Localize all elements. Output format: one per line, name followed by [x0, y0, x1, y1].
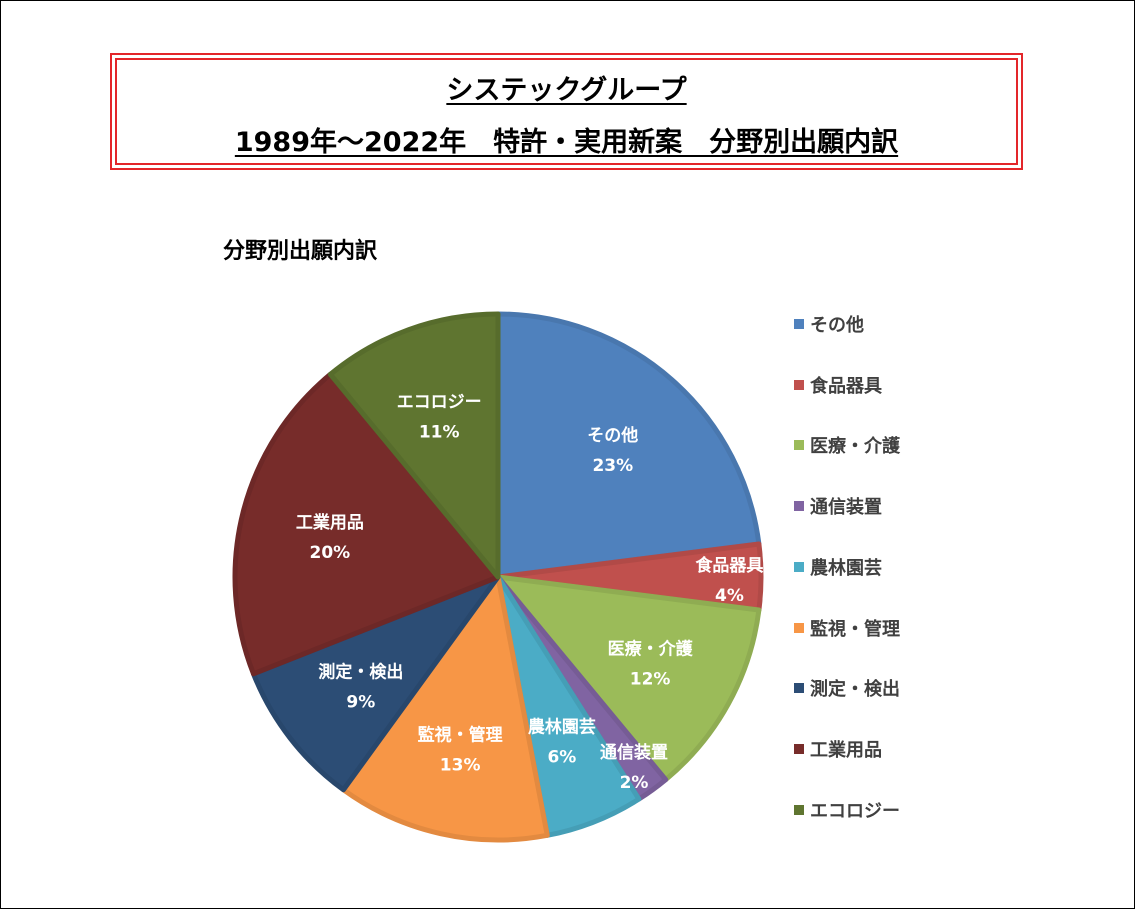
legend-item: 医療・介護: [794, 433, 900, 457]
legend-item: 工業用品: [794, 737, 882, 761]
pie-slice-2: [495, 574, 762, 783]
legend-label: 監視・管理: [810, 618, 900, 640]
legend-swatch: [794, 804, 804, 815]
slice-category-label: 農林園芸: [528, 716, 596, 737]
legend-label: エコロジー: [810, 800, 900, 822]
legend-item: 農林園芸: [794, 555, 882, 579]
slice-percent-label: 13%: [440, 755, 481, 775]
slice-percent-label: 9%: [346, 692, 375, 712]
legend-item: エコロジー: [794, 798, 900, 822]
legend-swatch: [794, 440, 804, 451]
legend-label: 工業用品: [810, 739, 882, 761]
pie-slice-0: [495, 311, 762, 580]
slice-percent-label: 2%: [620, 773, 649, 793]
legend-label: 通信装置: [810, 497, 882, 519]
chart-title: 分野別出願内訳: [223, 239, 378, 264]
slice-category-label: 監視・管理: [418, 724, 503, 745]
pie-slice-7: [232, 371, 501, 677]
legend-swatch: [794, 319, 804, 329]
slice-category-label: 工業用品: [296, 512, 364, 533]
slice-category-label: 測定・検出: [318, 661, 403, 682]
legend-item: その他: [794, 312, 864, 336]
legend-swatch: [794, 561, 804, 572]
legend-swatch: [794, 379, 804, 390]
legend-label: 食品器具: [810, 375, 882, 397]
legend-label: 測定・検出: [810, 679, 900, 701]
slice-percent-label: 12%: [630, 670, 671, 690]
legend-swatch: [794, 622, 804, 633]
pie-slice-8: [327, 311, 501, 580]
slice-percent-label: 20%: [310, 543, 351, 563]
slice-percent-label: 11%: [419, 423, 460, 443]
pie-slice-5: [340, 574, 550, 843]
legend-item: 食品器具: [794, 373, 882, 397]
legend-label: 医療・介護: [810, 436, 900, 458]
pie-slice-6: [250, 574, 501, 793]
legend-label: 農林園芸: [810, 557, 882, 579]
legend-item: 通信装置: [794, 494, 882, 518]
slice-percent-label: 6%: [547, 747, 576, 767]
header-title-box: システックグループ 1989年～2022年 特許・実用新案 分野別出願内訳: [110, 53, 1023, 170]
legend-swatch: [794, 683, 804, 694]
legend-label: その他: [810, 315, 864, 336]
legend-item: 測定・検出: [794, 676, 900, 700]
slice-category-label: 食品器具: [695, 555, 763, 576]
slice-category-label: 医療・介護: [608, 639, 694, 660]
slice-percent-label: 4%: [715, 586, 744, 606]
slice-category-label: その他: [587, 425, 638, 446]
slice-category-label: エコロジー: [397, 393, 482, 413]
slice-category-label: 通信装置: [600, 742, 668, 763]
legend-swatch: [794, 743, 804, 754]
legend-swatch: [794, 501, 804, 512]
slice-percent-label: 23%: [592, 456, 633, 476]
legend-item: 監視・管理: [794, 616, 900, 640]
